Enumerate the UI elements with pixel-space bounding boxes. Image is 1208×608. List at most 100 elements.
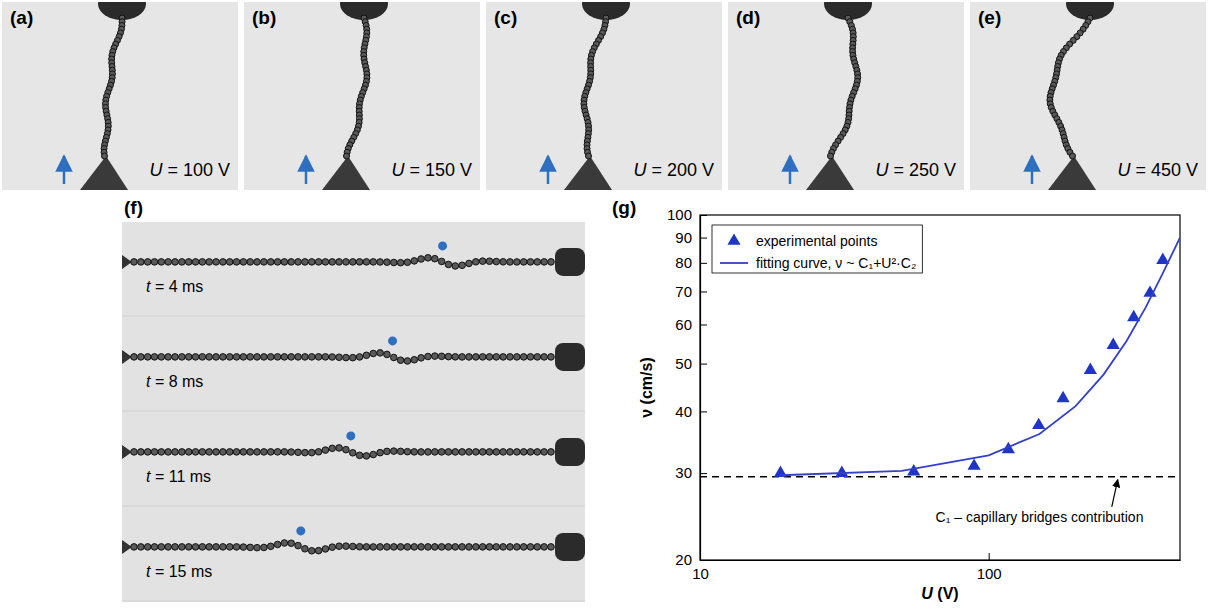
bead (404, 448, 411, 455)
y-tick-label: 80 (675, 254, 692, 271)
bead (425, 353, 432, 360)
bead (261, 544, 268, 551)
bead (233, 259, 240, 266)
bead (254, 449, 261, 456)
bead (473, 544, 480, 551)
y-axis-line (700, 216, 701, 561)
bead (261, 259, 268, 266)
bead (158, 544, 165, 551)
bead (411, 544, 418, 551)
bead (192, 449, 199, 456)
y-tick-label: 30 (675, 464, 692, 481)
x-tick: 100 (977, 553, 1002, 582)
bead (349, 354, 356, 361)
electrode (555, 438, 585, 466)
frame-caption: t = 8 ms (146, 373, 203, 390)
bead (349, 259, 356, 266)
bead (138, 449, 145, 456)
bead (302, 259, 309, 266)
bead-chain (131, 350, 555, 365)
bead (226, 354, 233, 361)
bead (295, 354, 302, 361)
bead (138, 259, 145, 266)
bead (267, 543, 274, 550)
bead (213, 544, 220, 551)
bead (370, 259, 377, 266)
panel-caption: U = 150 V (391, 160, 472, 180)
bead (274, 354, 281, 361)
bead (404, 259, 411, 266)
bead (527, 354, 534, 361)
frame-background (122, 412, 585, 505)
bead (226, 259, 233, 266)
y-tick-label: 70 (675, 283, 692, 300)
bead (192, 544, 199, 551)
y-tick: 40 (675, 403, 707, 420)
panel-caption: U = 100 V (149, 160, 230, 180)
panel-label: (f) (124, 197, 143, 218)
photo-panel: (a)U = 100 V (2, 0, 238, 190)
bead (377, 449, 384, 456)
bead (363, 544, 370, 551)
bead (192, 259, 199, 266)
panel-caption: U = 250 V (875, 160, 956, 180)
bead (199, 449, 206, 456)
frame-background (122, 317, 585, 410)
panel-label: (e) (978, 7, 1001, 28)
bead (377, 259, 384, 266)
bead (247, 449, 254, 456)
wave-marker (388, 336, 397, 345)
bead (131, 259, 138, 266)
bead (377, 350, 384, 357)
bead (295, 259, 302, 266)
y-axis: 2030405060708090100 (667, 206, 707, 568)
bead (514, 544, 521, 551)
bead (261, 354, 268, 361)
bead (500, 544, 507, 551)
data-point (967, 458, 980, 469)
bead (185, 259, 192, 266)
bead (418, 449, 425, 456)
direction-arrow (789, 156, 792, 184)
bead (288, 259, 295, 266)
bead (192, 354, 199, 361)
bead (185, 354, 192, 361)
bead (308, 449, 315, 456)
bead (206, 354, 213, 361)
bead (151, 544, 158, 551)
bead (452, 263, 459, 270)
bead (404, 544, 411, 551)
bead (473, 449, 480, 456)
data-point (835, 465, 848, 476)
bead-chain (131, 540, 555, 554)
bead (500, 259, 507, 266)
bead (445, 449, 452, 456)
bead (151, 449, 158, 456)
panel-caption: U = 200 V (633, 160, 714, 180)
bead (165, 449, 172, 456)
bead (527, 544, 534, 551)
bead (322, 546, 329, 553)
y-axis-title: ν (cm/s) (638, 357, 655, 417)
bead (144, 259, 151, 266)
y-tick-mark (700, 291, 707, 292)
direction-arrow (547, 156, 550, 184)
bead (486, 449, 493, 456)
bead (315, 547, 322, 554)
y-tick-mark (700, 215, 707, 216)
electrode (1048, 156, 1096, 190)
bead-chain (131, 255, 555, 270)
bead (206, 544, 213, 551)
bead (452, 354, 459, 361)
bead (520, 544, 527, 551)
bead (479, 544, 486, 551)
photo-frame: t = 15 ms (122, 507, 585, 600)
bead (199, 354, 206, 361)
electrode (340, 2, 388, 20)
frame-background (122, 222, 585, 315)
bead (466, 354, 473, 361)
bead (254, 544, 261, 551)
electrode (564, 156, 612, 190)
bead (281, 259, 288, 266)
bead (404, 358, 411, 365)
